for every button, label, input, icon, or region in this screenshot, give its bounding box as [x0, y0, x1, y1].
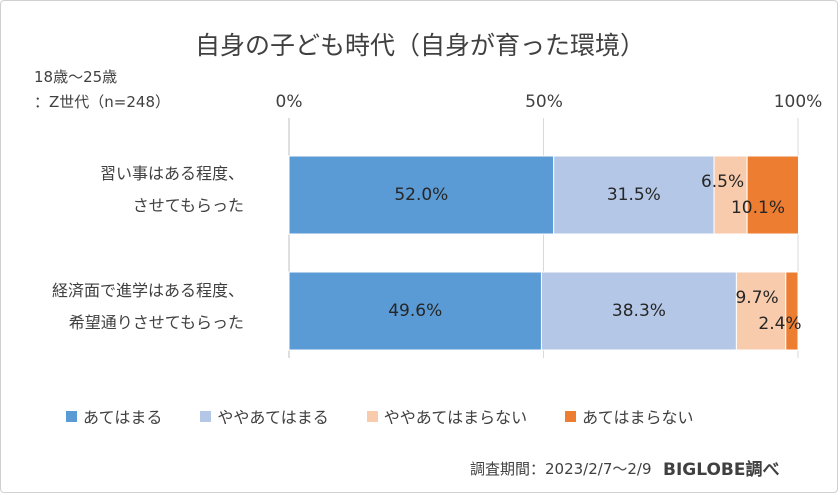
chart-legend: あてはまる ややあてはまる ややあてはまらない あてはまらない [66, 404, 732, 428]
data-label-agree-1: 52.0% [394, 185, 448, 205]
legend-swatch-somewhat-disagree [366, 410, 378, 422]
data-label-somewhat-agree-2: 38.3% [612, 301, 666, 321]
legend-item-agree: あてはまる [66, 404, 162, 428]
legend-swatch-disagree [565, 410, 577, 422]
x-tick-50: 50% [525, 92, 563, 112]
legend-item-somewhat-disagree: ややあてはまらない [366, 404, 528, 428]
legend-item-somewhat-agree: ややあてはまる [200, 404, 329, 428]
legend-label-agree: あてはまる [83, 408, 163, 427]
bar-somewhat-agree-2 [540, 271, 737, 351]
bar-disagree-1 [746, 155, 800, 235]
bar-agree-2 [288, 271, 542, 351]
survey-period: 調査期間：2023/2/7〜2/9 [470, 460, 652, 478]
x-tick-0: 0% [275, 92, 303, 112]
bar-somewhat-disagree-1 [713, 155, 748, 235]
legend-item-disagree: あてはまらない [565, 404, 694, 428]
data-label-somewhat-disagree-1: 6.5% [701, 172, 744, 192]
chart-title: 自身の子ども時代（自身が育った環境） [194, 31, 645, 60]
category-label-lessons-line2: させてもらった [132, 196, 244, 215]
bar-agree-1 [288, 155, 555, 235]
legend-label-somewhat-disagree: ややあてはまらない [383, 408, 528, 427]
data-label-disagree-2: 2.4% [758, 314, 801, 334]
respondent-group-label: 18歳〜25歳 [34, 68, 118, 86]
category-label-education-line1: 経済面で進学はある程度、 [51, 281, 244, 300]
bar-disagree-2 [785, 271, 799, 351]
data-label-somewhat-disagree-2: 9.7% [735, 288, 778, 308]
bar-somewhat-agree-1 [553, 155, 715, 235]
legend-label-somewhat-agree: ややあてはまる [217, 408, 329, 427]
data-label-disagree-1: 10.1% [731, 198, 785, 218]
legend-label-disagree: あてはまらない [582, 408, 694, 427]
x-tick-100: 100% [773, 92, 823, 112]
data-label-somewhat-agree-1: 31.5% [607, 185, 661, 205]
category-label-lessons-line1: 習い事はある程度、 [99, 164, 244, 183]
bar-somewhat-disagree-2 [735, 271, 787, 351]
respondent-sample-label: ：Z世代（n=248） [34, 93, 170, 111]
category-label-education-line2: 希望通りさせてもらった [68, 313, 244, 332]
data-label-agree-2: 49.6% [388, 301, 442, 321]
category-label-lessons: 習い事はある程度、 させてもらった [100, 158, 244, 222]
source-credit: BIGLOBE調べ [663, 460, 780, 480]
legend-swatch-somewhat-agree [200, 410, 212, 422]
legend-swatch-agree [66, 410, 77, 422]
category-label-education: 経済面で進学はある程度、 希望通りさせてもらった [52, 275, 244, 339]
